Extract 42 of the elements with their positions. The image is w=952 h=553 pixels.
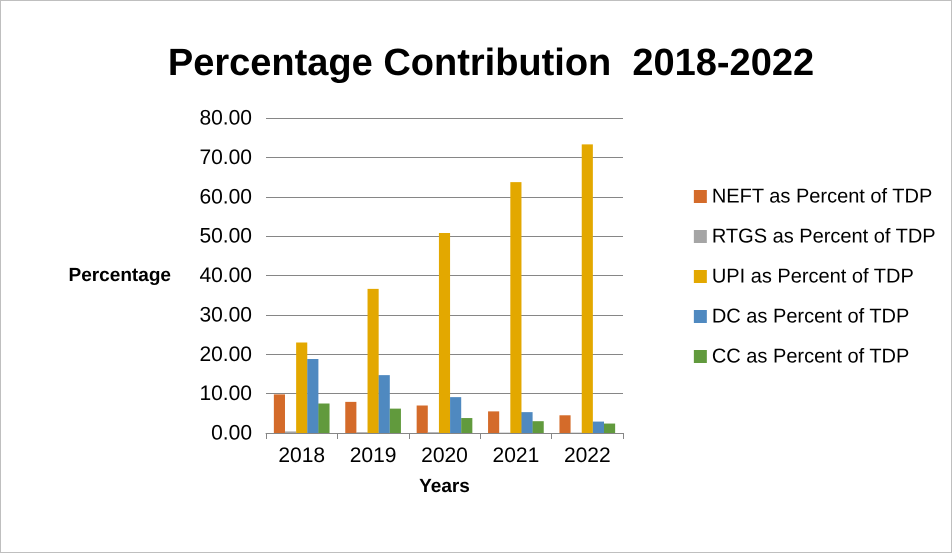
y-tick-label: 70.00	[199, 146, 252, 169]
legend-label: RTGS as Percent of TDP	[712, 226, 936, 248]
legend-label: NEFT as Percent of TDP	[712, 186, 932, 208]
bar	[582, 144, 593, 433]
y-tick-label: 40.00	[199, 264, 252, 287]
bar	[318, 403, 330, 433]
y-tick-label: 10.00	[199, 382, 252, 406]
x-tick-label: 2020	[421, 444, 468, 467]
y-tick-label: 20.00	[199, 342, 252, 366]
bar	[345, 402, 356, 433]
x-tick-label: 2018	[278, 444, 326, 467]
bar	[378, 375, 390, 433]
bar	[438, 232, 450, 433]
legend-label: DC as Percent of TDP	[712, 306, 910, 328]
bar	[416, 405, 428, 433]
x-tick-label: 2021	[492, 444, 540, 467]
bar	[592, 422, 604, 433]
bar	[307, 358, 318, 433]
bar	[559, 415, 571, 433]
y-tick-label: 60.00	[199, 185, 252, 208]
y-tick-label: 30.00	[199, 303, 252, 326]
bar	[390, 408, 401, 433]
bar	[604, 424, 616, 433]
y-tick-label: 0.00	[211, 422, 252, 444]
bar	[274, 394, 285, 433]
bar	[461, 418, 472, 433]
bar	[532, 421, 544, 433]
y-tick-label: 80.00	[199, 106, 252, 130]
chart-title: Percentage Contribution 2018-2022	[168, 42, 814, 84]
x-tick-label: 2022	[564, 444, 611, 467]
legend-label: CC as Percent of TDP	[712, 346, 910, 368]
bar	[368, 288, 379, 433]
bar	[510, 182, 522, 433]
legend-label: UPI as Percent of TDP	[712, 266, 914, 288]
bar	[296, 342, 308, 433]
x-axis-title: Years	[419, 476, 470, 497]
y-tick-label: 50.00	[199, 224, 252, 248]
bar	[521, 412, 533, 433]
x-tick-label: 2019	[350, 444, 396, 467]
bar	[488, 411, 500, 433]
y-axis-title: Percentage	[68, 265, 171, 286]
bar	[450, 397, 462, 433]
